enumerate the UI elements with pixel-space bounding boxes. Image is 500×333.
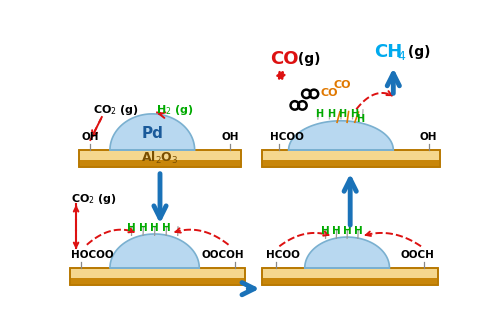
Text: OH: OH xyxy=(81,133,98,143)
Text: CO: CO xyxy=(334,80,351,90)
Polygon shape xyxy=(110,234,200,268)
Text: H: H xyxy=(162,223,170,233)
Text: CO$_2$ (g): CO$_2$ (g) xyxy=(72,191,118,205)
Text: H: H xyxy=(127,223,136,233)
Text: H: H xyxy=(342,226,351,236)
Text: H: H xyxy=(332,226,340,236)
Bar xyxy=(70,268,246,285)
Text: H: H xyxy=(316,109,324,119)
Bar xyxy=(262,150,440,167)
Bar xyxy=(79,160,241,167)
Text: OH: OH xyxy=(420,133,438,143)
Polygon shape xyxy=(288,121,394,150)
Text: H: H xyxy=(321,226,330,236)
Text: HCOO: HCOO xyxy=(270,133,304,143)
Bar xyxy=(262,160,440,167)
Text: CO: CO xyxy=(270,50,298,68)
Bar xyxy=(70,278,246,285)
Bar xyxy=(79,150,241,167)
Bar xyxy=(262,268,438,285)
Text: CO$_2$ (g): CO$_2$ (g) xyxy=(93,103,139,117)
Text: H: H xyxy=(356,114,364,124)
Text: H: H xyxy=(350,109,358,119)
Bar xyxy=(79,150,241,167)
Text: H: H xyxy=(327,109,335,119)
Bar xyxy=(262,268,438,285)
Text: HCOO: HCOO xyxy=(266,250,300,260)
Text: Pd: Pd xyxy=(142,126,163,141)
Text: H: H xyxy=(354,226,362,236)
Text: (g): (g) xyxy=(293,52,320,66)
Text: H$_2$ (g): H$_2$ (g) xyxy=(156,103,194,117)
Text: (g): (g) xyxy=(402,45,430,59)
Text: Al$_2$O$_3$: Al$_2$O$_3$ xyxy=(141,150,179,166)
Bar xyxy=(262,150,440,167)
Text: OOCOH: OOCOH xyxy=(202,250,244,260)
Bar xyxy=(262,278,438,285)
Text: H: H xyxy=(138,223,147,233)
Polygon shape xyxy=(305,237,390,268)
Text: H: H xyxy=(338,109,346,119)
Text: CH: CH xyxy=(374,43,402,61)
Text: OOCH: OOCH xyxy=(400,250,434,260)
Text: H: H xyxy=(150,223,159,233)
Polygon shape xyxy=(110,114,194,150)
Text: OH: OH xyxy=(222,133,239,143)
Bar xyxy=(70,268,246,285)
Text: CO: CO xyxy=(320,88,338,98)
Text: HOCOO: HOCOO xyxy=(72,250,114,260)
Text: 4: 4 xyxy=(397,50,405,63)
